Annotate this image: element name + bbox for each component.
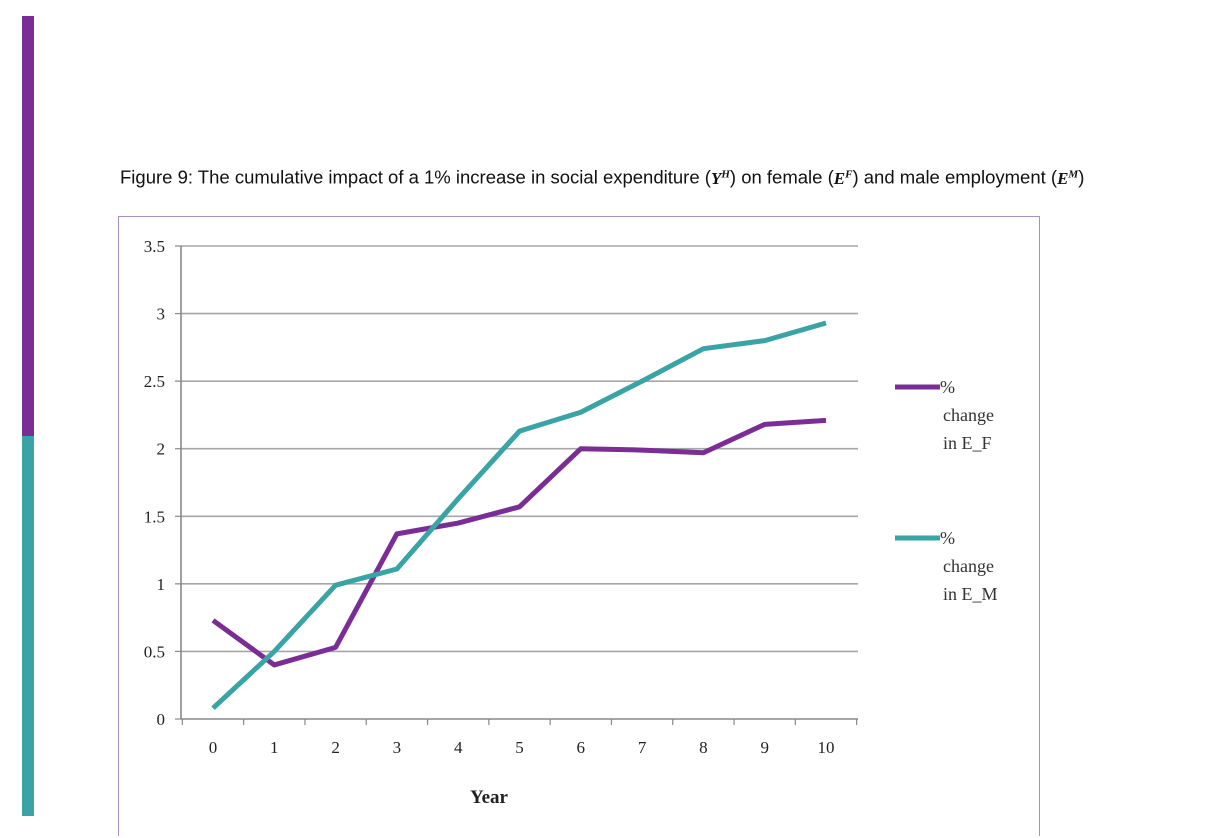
x-tick-label: 3: [393, 738, 402, 757]
caption-ef-symbol: EF: [833, 168, 853, 188]
accent-bar-purple: [22, 16, 34, 436]
y-tick-label: 2.5: [144, 372, 165, 391]
x-axis-title: Year: [470, 787, 509, 808]
x-tick-label: 9: [760, 738, 769, 757]
y-tick-label: 0: [157, 710, 166, 729]
legend-label: %: [940, 377, 955, 397]
caption-mid1: ) on female (: [729, 166, 834, 188]
x-tick-label: 7: [638, 738, 647, 757]
y-tick-label: 1.5: [144, 507, 165, 526]
y-tick-label: 3: [157, 305, 166, 324]
chart-frame: [118, 216, 1040, 836]
caption-mid2: ) and male employment (: [852, 166, 1058, 188]
series-line-female: [211, 417, 827, 668]
x-tick-label: 4: [454, 738, 463, 757]
y-tick-label: 2: [157, 440, 166, 459]
y-tick-label: 0.5: [144, 642, 165, 661]
x-tick-label: 10: [818, 738, 835, 757]
legend-label: %: [940, 528, 955, 548]
x-tick-label: 1: [270, 738, 279, 757]
x-tick-label: 8: [699, 738, 708, 757]
accent-bar-teal: [22, 436, 34, 816]
y-tick-label: 1: [157, 575, 166, 594]
x-tick-label: 6: [577, 738, 586, 757]
y-tick-label: 3.5: [144, 237, 165, 256]
figure-caption: Figure 9: The cumulative impact of a 1% …: [120, 162, 1160, 191]
x-tick-label: 2: [331, 738, 340, 757]
legend-label: in E_F: [943, 433, 992, 453]
x-tick-label: 0: [209, 738, 218, 757]
caption-y-symbol: YH: [710, 168, 730, 188]
legend-label: change: [943, 405, 994, 425]
caption-em-symbol: EM: [1057, 168, 1079, 188]
legend-label: change: [943, 556, 994, 576]
x-tick-label: 5: [515, 738, 524, 757]
caption-suffix: ): [1078, 166, 1085, 188]
legend-label: in E_M: [943, 584, 998, 604]
caption-prefix: Figure 9: The cumulative impact of a 1% …: [120, 166, 711, 188]
